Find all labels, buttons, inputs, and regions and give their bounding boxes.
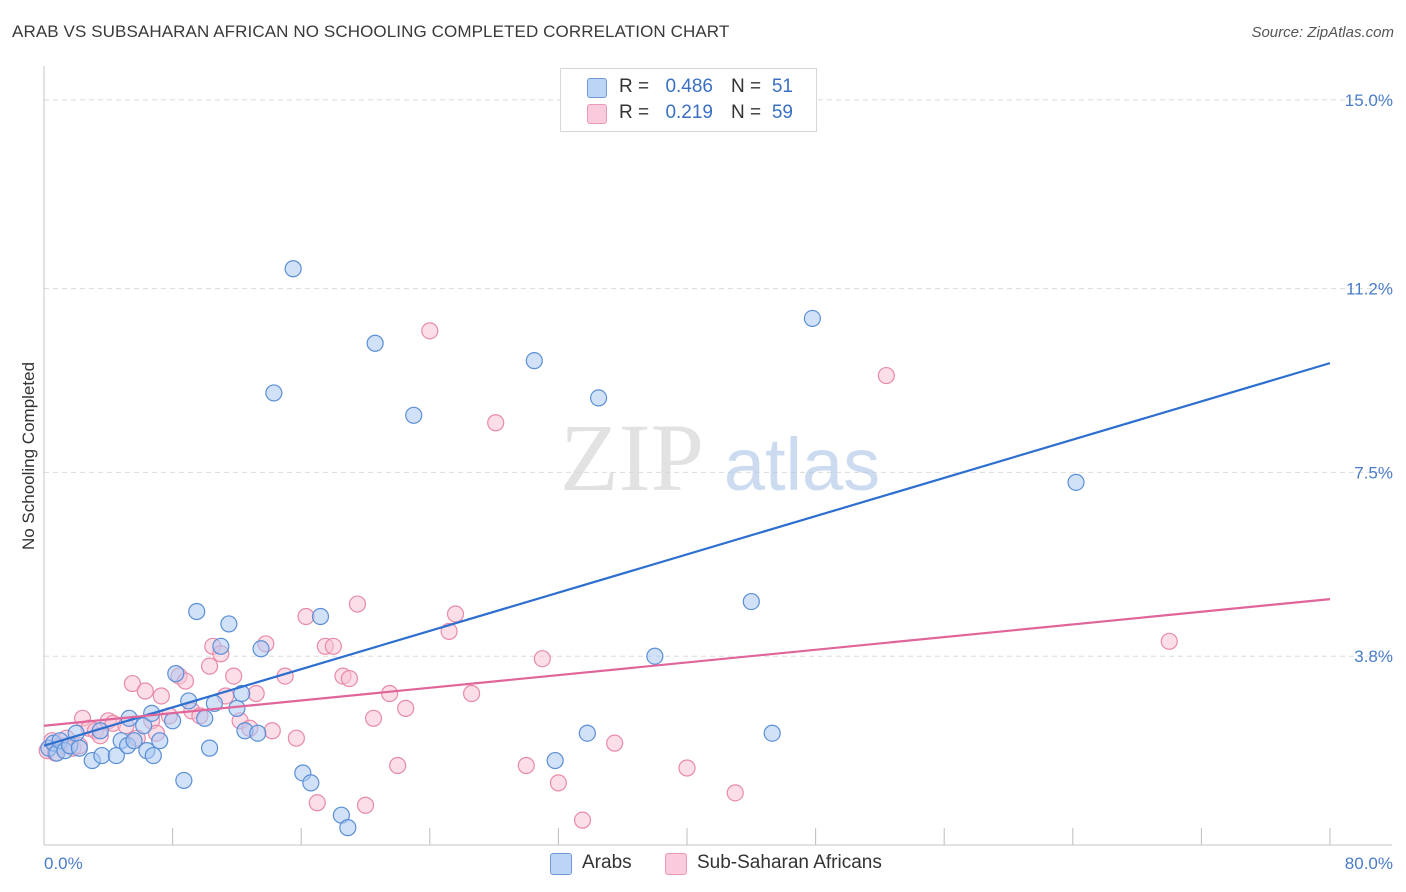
data-point <box>144 746 162 765</box>
data-point <box>366 334 384 352</box>
y-tick-labels: 3.8% 7.5% 11.2% 15.0% <box>1345 91 1393 666</box>
data-point <box>225 667 243 685</box>
watermark-atlas: atlas <box>724 423 880 506</box>
data-point <box>578 724 596 742</box>
data-point <box>136 682 154 700</box>
legend-swatch-arabs <box>587 78 607 98</box>
data-point <box>200 739 219 757</box>
bottom-legend-swatch-arabs <box>550 853 572 875</box>
trend-line-ssa <box>43 598 1331 727</box>
legend: R = 0.486 N = 51 R = 0.219 N = 59 <box>560 68 817 132</box>
data-point <box>573 811 592 829</box>
data-point <box>803 309 821 328</box>
y-axis-label: No Schooling Completed <box>19 362 38 550</box>
data-point <box>297 607 315 626</box>
data-point <box>549 774 568 792</box>
data-point <box>135 717 153 735</box>
data-point <box>389 756 407 775</box>
data-point <box>164 712 182 730</box>
legend-swatch-ssa <box>587 104 607 124</box>
data-point <box>446 605 465 623</box>
data-point <box>525 352 543 370</box>
data-point <box>302 774 320 792</box>
axes <box>43 66 1392 846</box>
x-tick-label-min: 0.0% <box>44 854 83 873</box>
data-point <box>589 389 608 407</box>
legend-r-value: 0.486 <box>665 76 713 97</box>
data-point <box>324 637 342 655</box>
data-point <box>265 384 283 402</box>
data-point <box>252 640 270 658</box>
legend-r-label: R = <box>619 102 650 123</box>
data-point <box>233 684 251 703</box>
data-point <box>364 709 383 727</box>
data-point <box>152 687 170 705</box>
trend-line-arabs <box>43 362 1331 747</box>
data-point <box>405 406 423 424</box>
data-point <box>381 684 399 703</box>
data-point <box>533 650 551 668</box>
legend-n-value: 59 <box>771 102 793 123</box>
source-label: Source: ZipAtlas.com <box>1251 24 1394 41</box>
data-point <box>151 732 169 750</box>
data-point <box>287 729 305 747</box>
bottom-legend-label-ssa: Sub-Saharan Africans <box>697 852 882 873</box>
data-point <box>487 414 505 432</box>
data-point <box>726 784 744 802</box>
data-point <box>308 794 326 812</box>
data-point <box>339 819 357 837</box>
data-point <box>517 756 535 775</box>
y-tick-label: 7.5% <box>1354 463 1393 482</box>
data-point <box>340 669 359 688</box>
data-point <box>1160 632 1178 650</box>
data-point <box>356 796 375 814</box>
data-point <box>212 637 230 655</box>
data-point <box>646 647 664 665</box>
data-point <box>93 746 111 765</box>
legend-n-value: 51 <box>771 76 793 97</box>
data-point <box>70 739 88 757</box>
legend-n-label: N = <box>731 102 762 123</box>
grid-lines <box>44 99 1392 657</box>
x-tick-labels: 0.0% 80.0% <box>44 854 1393 873</box>
data-point <box>220 615 238 633</box>
data-point <box>742 592 760 611</box>
x-tick-label-max: 80.0% <box>1345 854 1393 873</box>
bottom-legend-swatch-ssa <box>665 853 687 875</box>
data-point <box>311 607 330 626</box>
data-point <box>606 734 624 752</box>
chart-title: ARAB VS SUBSAHARAN AFRICAN NO SCHOOLING … <box>12 22 730 41</box>
data-point <box>284 260 302 278</box>
data-point <box>546 751 564 770</box>
data-point <box>188 602 206 621</box>
data-point <box>175 771 193 790</box>
watermark-zip: ZIP <box>560 404 704 511</box>
data-point <box>397 699 415 717</box>
series-arabs-points <box>40 260 1085 837</box>
data-point <box>348 595 367 613</box>
data-point <box>763 724 781 742</box>
data-point <box>167 665 185 683</box>
bottom-legend-label-arabs: Arabs <box>582 852 632 873</box>
data-point <box>421 322 439 340</box>
data-point <box>462 684 481 703</box>
data-point <box>200 657 219 675</box>
legend-r-value: 0.219 <box>665 102 713 123</box>
data-point <box>877 366 895 385</box>
data-point <box>123 674 142 693</box>
data-point <box>247 684 265 703</box>
y-tick-label: 11.2% <box>1346 280 1393 299</box>
trend-lines <box>43 362 1331 747</box>
legend-r-label: R = <box>619 76 650 97</box>
legend-n-label: N = <box>731 76 762 97</box>
data-point <box>196 709 214 727</box>
y-tick-label: 15.0% <box>1345 91 1393 110</box>
y-tick-label: 3.8% <box>1354 647 1393 666</box>
data-point <box>1067 473 1085 491</box>
data-point <box>678 759 696 777</box>
data-point <box>263 722 281 740</box>
data-point <box>125 732 143 750</box>
data-point <box>249 724 267 742</box>
